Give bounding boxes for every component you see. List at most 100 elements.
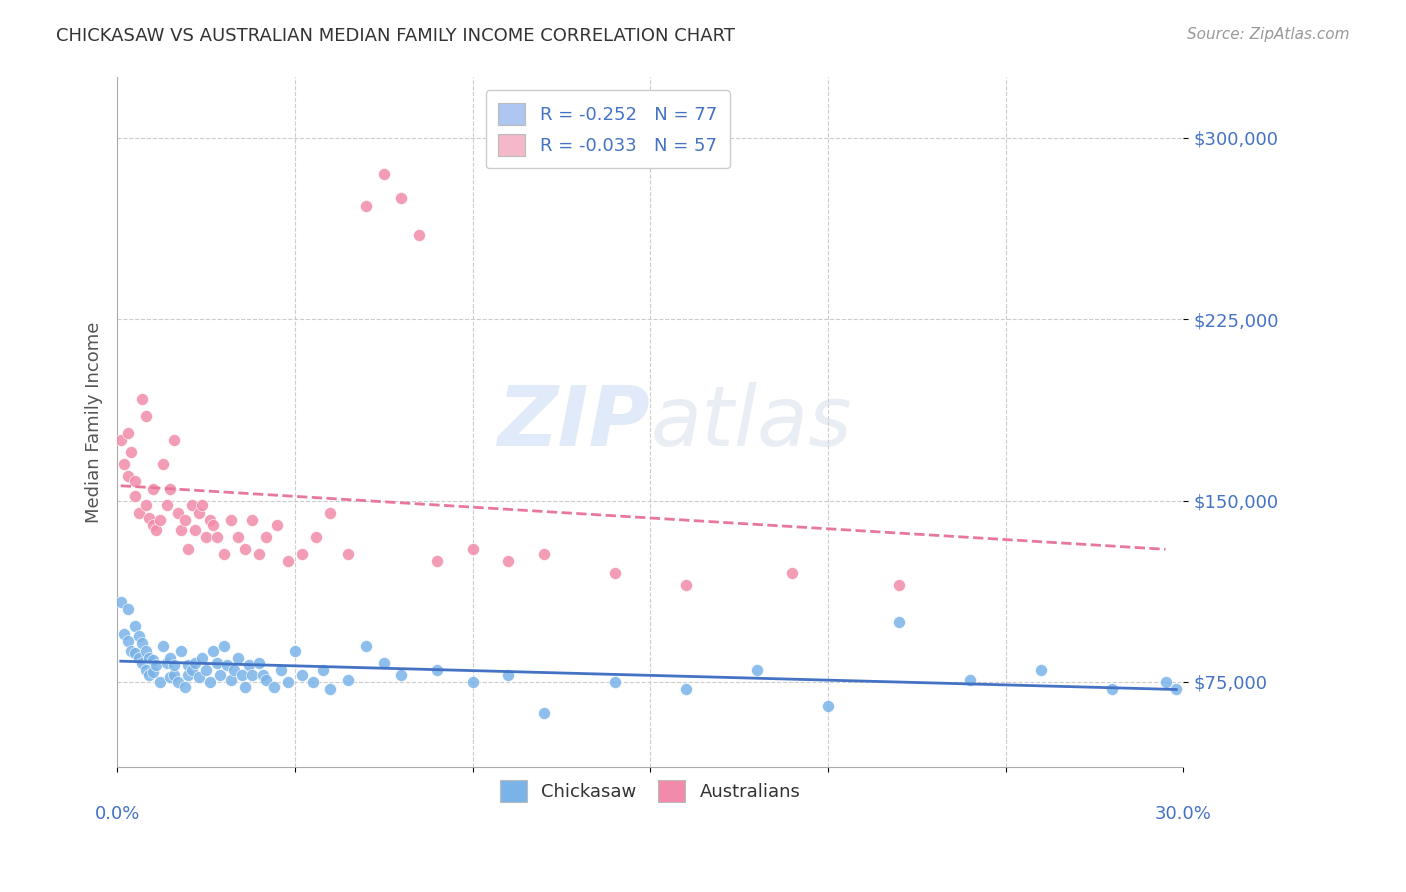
Point bbox=[373, 167, 395, 181]
Point bbox=[145, 658, 167, 673]
Point bbox=[782, 566, 804, 581]
Point bbox=[170, 523, 193, 537]
Point bbox=[533, 547, 555, 561]
Point bbox=[461, 675, 484, 690]
Point bbox=[159, 670, 181, 684]
Point bbox=[124, 489, 146, 503]
Point bbox=[145, 523, 167, 537]
Text: 0.0%: 0.0% bbox=[94, 805, 139, 823]
Point bbox=[142, 517, 165, 532]
Point bbox=[124, 619, 146, 633]
Point bbox=[156, 499, 179, 513]
Point bbox=[301, 675, 323, 690]
Point bbox=[191, 499, 214, 513]
Point bbox=[247, 656, 270, 670]
Point bbox=[202, 643, 225, 657]
Point bbox=[163, 433, 186, 447]
Point bbox=[117, 602, 139, 616]
Point bbox=[391, 667, 413, 681]
Point bbox=[180, 663, 202, 677]
Point bbox=[496, 667, 519, 681]
Point bbox=[533, 706, 555, 721]
Point bbox=[110, 595, 132, 609]
Point bbox=[166, 506, 188, 520]
Point bbox=[887, 615, 910, 629]
Text: CHICKASAW VS AUSTRALIAN MEDIAN FAMILY INCOME CORRELATION CHART: CHICKASAW VS AUSTRALIAN MEDIAN FAMILY IN… bbox=[56, 27, 735, 45]
Point bbox=[226, 650, 249, 665]
Point bbox=[205, 656, 228, 670]
Point bbox=[198, 675, 221, 690]
Point bbox=[163, 658, 186, 673]
Point bbox=[209, 667, 232, 681]
Point bbox=[112, 458, 135, 472]
Point bbox=[266, 517, 288, 532]
Point bbox=[135, 499, 157, 513]
Point bbox=[131, 392, 153, 406]
Point bbox=[887, 578, 910, 592]
Point bbox=[277, 675, 299, 690]
Point bbox=[120, 445, 142, 459]
Point bbox=[212, 547, 235, 561]
Point bbox=[117, 633, 139, 648]
Point bbox=[124, 475, 146, 489]
Point bbox=[142, 653, 165, 667]
Point bbox=[138, 650, 160, 665]
Point bbox=[675, 682, 697, 697]
Point bbox=[202, 517, 225, 532]
Point bbox=[391, 191, 413, 205]
Point bbox=[195, 530, 218, 544]
Point bbox=[337, 547, 360, 561]
Point bbox=[291, 547, 314, 561]
Text: ZIP: ZIP bbox=[498, 382, 650, 463]
Point bbox=[149, 675, 172, 690]
Point bbox=[408, 227, 430, 242]
Point bbox=[1031, 663, 1053, 677]
Point bbox=[745, 663, 768, 677]
Point bbox=[312, 663, 335, 677]
Text: Source: ZipAtlas.com: Source: ZipAtlas.com bbox=[1187, 27, 1350, 42]
Point bbox=[135, 663, 157, 677]
Point bbox=[128, 506, 150, 520]
Point bbox=[354, 639, 377, 653]
Point bbox=[163, 667, 186, 681]
Point bbox=[131, 636, 153, 650]
Point bbox=[263, 680, 285, 694]
Point bbox=[959, 673, 981, 687]
Point bbox=[156, 656, 179, 670]
Point bbox=[247, 547, 270, 561]
Point bbox=[128, 629, 150, 643]
Point bbox=[187, 506, 209, 520]
Point bbox=[337, 673, 360, 687]
Point bbox=[177, 541, 200, 556]
Point bbox=[173, 513, 195, 527]
Point bbox=[110, 433, 132, 447]
Point bbox=[603, 566, 626, 581]
Point bbox=[170, 643, 193, 657]
Point bbox=[187, 670, 209, 684]
Point bbox=[284, 643, 307, 657]
Point bbox=[159, 650, 181, 665]
Point bbox=[291, 667, 314, 681]
Point bbox=[191, 650, 214, 665]
Point bbox=[1101, 682, 1123, 697]
Point bbox=[240, 513, 263, 527]
Point bbox=[226, 530, 249, 544]
Point bbox=[675, 578, 697, 592]
Point bbox=[219, 673, 242, 687]
Point bbox=[240, 667, 263, 681]
Point bbox=[184, 656, 207, 670]
Point bbox=[142, 482, 165, 496]
Point bbox=[1154, 675, 1177, 690]
Point bbox=[159, 482, 181, 496]
Point bbox=[212, 639, 235, 653]
Point bbox=[128, 650, 150, 665]
Point bbox=[177, 658, 200, 673]
Point bbox=[124, 646, 146, 660]
Text: 30.0%: 30.0% bbox=[1154, 805, 1212, 823]
Text: atlas: atlas bbox=[650, 382, 852, 463]
Point bbox=[117, 425, 139, 440]
Point bbox=[205, 530, 228, 544]
Point bbox=[305, 530, 328, 544]
Point bbox=[195, 663, 218, 677]
Point bbox=[173, 680, 195, 694]
